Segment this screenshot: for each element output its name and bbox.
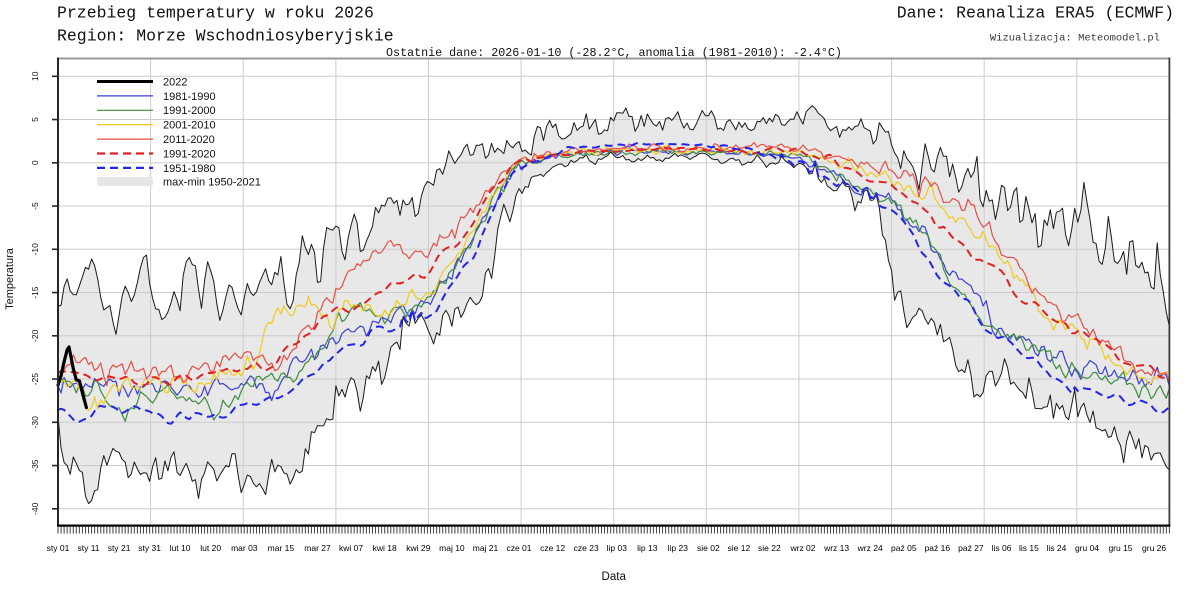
svg-text:10: 10	[30, 71, 40, 81]
svg-text:wrz 13: wrz 13	[823, 543, 849, 553]
svg-text:paź 05: paź 05	[891, 543, 917, 553]
svg-text:gru 15: gru 15	[1108, 543, 1132, 553]
svg-text:Region: Morze Wschodniosyberyj: Region: Morze Wschodniosyberyjskie	[57, 27, 394, 46]
svg-text:sie 12: sie 12	[728, 543, 751, 553]
svg-text:sie 02: sie 02	[697, 543, 720, 553]
svg-text:kwi 29: kwi 29	[406, 543, 430, 553]
svg-text:-15: -15	[30, 286, 40, 299]
svg-text:-20: -20	[30, 329, 40, 342]
svg-text:lip 13: lip 13	[637, 543, 658, 553]
svg-text:lip 23: lip 23	[668, 543, 689, 553]
svg-text:1991-2020: 1991-2020	[163, 148, 216, 160]
svg-text:maj 21: maj 21	[473, 543, 499, 553]
svg-text:sie 22: sie 22	[758, 543, 781, 553]
svg-text:Dane: Reanaliza ERA5 (ECMWF): Dane: Reanaliza ERA5 (ECMWF)	[897, 4, 1174, 23]
svg-text:sty 11: sty 11	[77, 543, 99, 553]
svg-text:max-min 1950-2021: max-min 1950-2021	[163, 176, 261, 188]
svg-text:sty 31: sty 31	[138, 543, 161, 553]
svg-text:lip 03: lip 03	[607, 543, 628, 553]
svg-text:1951-1980: 1951-1980	[163, 163, 216, 175]
svg-text:-10: -10	[30, 243, 40, 256]
svg-text:-35: -35	[30, 459, 40, 472]
svg-text:2011-2020: 2011-2020	[163, 134, 215, 146]
svg-text:Przebieg temperatury w roku 20: Przebieg temperatury w roku 2026	[57, 4, 374, 23]
svg-text:-25: -25	[30, 373, 40, 386]
svg-text:-30: -30	[30, 416, 40, 429]
svg-text:paź 27: paź 27	[958, 543, 984, 553]
svg-text:kwi 18: kwi 18	[373, 543, 397, 553]
svg-text:wrz 24: wrz 24	[857, 543, 883, 553]
svg-text:-5: -5	[30, 202, 40, 210]
svg-text:lut 20: lut 20	[200, 543, 221, 553]
svg-text:lis 15: lis 15	[1019, 543, 1039, 553]
svg-text:lis 24: lis 24	[1046, 543, 1066, 553]
svg-text:Temperatura: Temperatura	[4, 247, 16, 310]
svg-text:lut 10: lut 10	[170, 543, 191, 553]
svg-text:2001-2010: 2001-2010	[163, 120, 216, 132]
svg-text:1991-2000: 1991-2000	[163, 105, 216, 117]
svg-text:gru 26: gru 26	[1142, 543, 1166, 553]
svg-text:gru 04: gru 04	[1075, 543, 1099, 553]
svg-text:5: 5	[30, 117, 40, 122]
svg-text:mar 27: mar 27	[304, 543, 331, 553]
svg-text:1981-1990: 1981-1990	[163, 91, 216, 103]
svg-text:sty 01: sty 01	[47, 543, 70, 553]
svg-text:cze 12: cze 12	[540, 543, 565, 553]
svg-text:cze 01: cze 01	[506, 543, 531, 553]
svg-text:paź 16: paź 16	[925, 543, 951, 553]
svg-text:cze 23: cze 23	[574, 543, 599, 553]
svg-text:Data: Data	[602, 571, 627, 583]
svg-text:Wizualizacja: Meteomodel.pl: Wizualizacja: Meteomodel.pl	[990, 33, 1160, 45]
svg-text:kwi 07: kwi 07	[339, 543, 363, 553]
svg-text:0: 0	[30, 160, 40, 165]
svg-text:mar 03: mar 03	[231, 543, 258, 553]
svg-text:maj 10: maj 10	[439, 543, 465, 553]
svg-text:Ostatnie dane: 2026-01-10 (-28: Ostatnie dane: 2026-01-10 (-28.2°C, anom…	[386, 46, 842, 60]
svg-text:lis 06: lis 06	[992, 543, 1012, 553]
svg-text:2022: 2022	[163, 76, 187, 88]
svg-text:wrz 02: wrz 02	[789, 543, 815, 553]
svg-text:sty 21: sty 21	[108, 543, 131, 553]
svg-text:-40: -40	[30, 502, 40, 515]
svg-text:mar 15: mar 15	[268, 543, 295, 553]
